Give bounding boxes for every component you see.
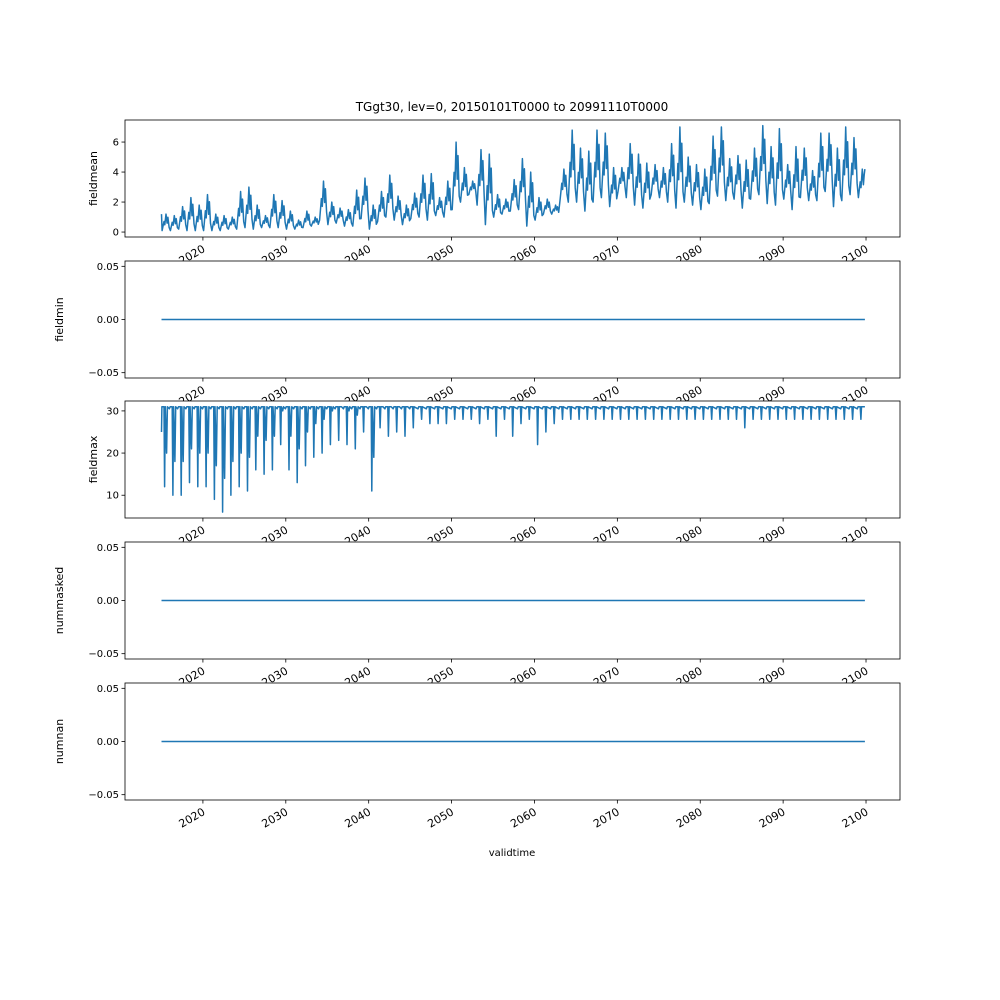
y-axis-label: fieldmin bbox=[53, 297, 66, 342]
y-tick-label: 30 bbox=[106, 406, 119, 417]
series-line-fieldmax bbox=[160, 405, 865, 513]
y-tick-label: −0.05 bbox=[88, 368, 119, 379]
y-axis-label: numnan bbox=[53, 719, 66, 764]
y-tick-label: −0.05 bbox=[88, 649, 119, 660]
axes-frame bbox=[124, 119, 901, 238]
y-tick-label: 0 bbox=[113, 228, 119, 239]
y-tick-label: 0.00 bbox=[97, 737, 119, 748]
y-tick-label: 20 bbox=[106, 449, 119, 460]
y-tick-label: 0.05 bbox=[97, 543, 119, 554]
y-axis-label: nummasked bbox=[53, 567, 66, 635]
series-line-fieldmean bbox=[160, 124, 866, 232]
y-tick-label: 0.00 bbox=[97, 596, 119, 607]
y-tick-label: −0.05 bbox=[88, 790, 119, 801]
x-axis-label: validtime bbox=[489, 848, 536, 859]
y-axis-label: fieldmean bbox=[87, 151, 100, 206]
y-tick-label: 0.05 bbox=[97, 684, 119, 695]
plot-area bbox=[125, 120, 900, 237]
chart-title: TGgt30, lev=0, 20150101T0000 to 20991110… bbox=[355, 100, 669, 114]
axes-frame bbox=[124, 400, 901, 519]
y-axis-label: fieldmax bbox=[87, 435, 100, 483]
y-tick-label: 10 bbox=[106, 491, 119, 502]
y-tick-label: 6 bbox=[113, 138, 119, 149]
y-tick-label: 4 bbox=[113, 168, 119, 179]
y-tick-label: 0.05 bbox=[97, 262, 119, 273]
y-tick-label: 2 bbox=[113, 198, 119, 209]
y-tick-label: 0.00 bbox=[97, 315, 119, 326]
